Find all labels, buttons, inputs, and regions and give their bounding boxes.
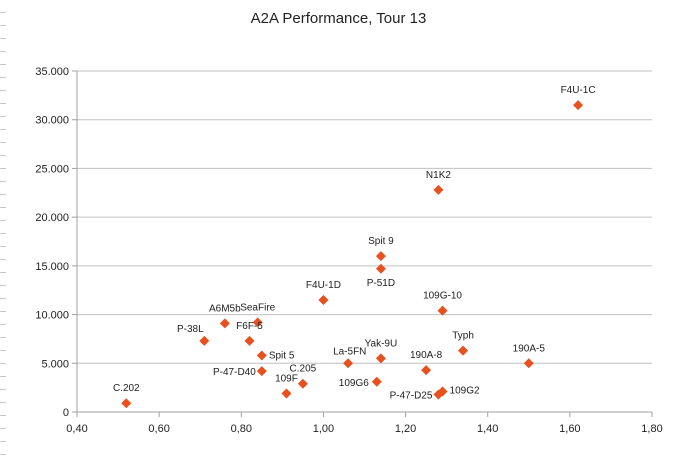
data-point-marker [433, 184, 444, 195]
page-edge-marks [0, 0, 6, 458]
y-tick-label: 5.000 [41, 358, 69, 370]
x-tick-label: 1,60 [559, 423, 580, 435]
data-point-marker [219, 318, 230, 329]
data-point-label: 109G2 [450, 386, 480, 397]
y-tick-label: 35.000 [35, 66, 69, 78]
data-point-marker [199, 335, 210, 346]
y-tick-label: 30.000 [35, 115, 69, 127]
data-point-label: C.205 [290, 364, 317, 375]
data-point-label: 190A-5 [513, 343, 546, 354]
x-tick-label: 1,40 [477, 423, 498, 435]
x-tick-label: 1,00 [313, 423, 334, 435]
data-point-marker [375, 251, 386, 262]
data-point-marker [244, 335, 255, 346]
data-point-marker [256, 366, 267, 377]
data-point-label: P-51D [367, 278, 395, 289]
data-point-label: C.202 [113, 383, 140, 394]
data-point-marker [437, 305, 448, 316]
data-point-marker [437, 386, 448, 397]
x-tick-label: 1,20 [395, 423, 416, 435]
data-point-marker [318, 294, 329, 305]
data-point-marker [375, 353, 386, 364]
data-point-label: La-5FN [333, 346, 366, 357]
x-tick-label: 1,80 [641, 423, 662, 435]
data-point-marker [458, 345, 469, 356]
data-point-label: Spit 9 [368, 236, 394, 247]
data-point-label: P-47-D25 [390, 390, 433, 401]
data-point-label: F4U-1C [561, 85, 596, 96]
data-point-label: 109G-10 [423, 291, 462, 302]
y-tick-label: 20.000 [35, 212, 69, 224]
data-point-marker [523, 358, 534, 369]
data-point-marker [281, 388, 292, 399]
y-tick-label: 15.000 [35, 261, 69, 273]
data-point-marker [573, 100, 584, 111]
y-tick-label: 0 [63, 407, 69, 419]
data-point-label: N1K2 [426, 170, 451, 181]
data-point-marker [343, 358, 354, 369]
data-point-label: 109F [275, 373, 298, 384]
x-tick-label: 0,40 [66, 423, 87, 435]
chart-title: A2A Performance, Tour 13 [250, 10, 427, 27]
data-point-label: 190A-8 [410, 350, 443, 361]
data-point-marker [375, 263, 386, 274]
data-point-label: Spit 5 [269, 350, 295, 361]
data-point-label: Typh [452, 331, 474, 342]
data-point-label: F6F-5 [236, 321, 263, 332]
data-point-marker [256, 350, 267, 361]
y-tick-label: 10.000 [35, 310, 69, 322]
data-point-label: P-38L [177, 324, 204, 335]
x-tick-label: 0,60 [148, 423, 169, 435]
data-point-marker [252, 317, 263, 328]
data-point-label: A6M5b [209, 303, 241, 314]
data-point-label: 109G6 [339, 378, 369, 389]
data-point-marker [421, 365, 432, 376]
data-point-label: F4U-1D [306, 280, 341, 291]
x-tick-label: 0,80 [231, 423, 252, 435]
data-point-label: SeaFire [240, 302, 275, 313]
data-point-marker [371, 376, 382, 387]
data-point-marker [121, 398, 132, 409]
data-point-marker [297, 378, 308, 389]
data-point-label: Yak-9U [365, 338, 398, 349]
data-point-label: P-47-D40 [213, 367, 256, 378]
y-tick-label: 25.000 [35, 163, 69, 175]
